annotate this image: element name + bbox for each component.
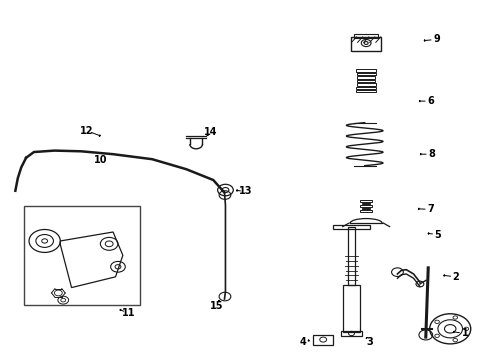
Text: 14: 14 xyxy=(204,127,218,136)
Bar xyxy=(357,80,375,82)
Bar xyxy=(356,90,376,93)
Text: 5: 5 xyxy=(435,230,441,239)
Bar xyxy=(357,83,375,86)
Bar xyxy=(343,285,360,332)
Bar xyxy=(351,37,381,50)
Text: 9: 9 xyxy=(433,35,440,44)
Bar xyxy=(360,210,372,212)
Bar xyxy=(333,225,370,229)
Bar xyxy=(360,200,372,202)
Bar xyxy=(341,331,362,336)
Bar xyxy=(362,208,370,210)
Text: 11: 11 xyxy=(122,309,135,318)
Text: 3: 3 xyxy=(366,337,373,347)
Text: 2: 2 xyxy=(453,272,460,282)
Bar xyxy=(356,69,376,72)
Text: 4: 4 xyxy=(299,337,306,347)
Bar xyxy=(348,227,355,285)
Text: 12: 12 xyxy=(79,126,93,135)
Bar xyxy=(356,86,376,89)
Bar xyxy=(24,206,141,305)
Bar xyxy=(354,34,378,38)
Bar xyxy=(357,73,375,75)
Text: 1: 1 xyxy=(462,328,468,338)
Bar xyxy=(362,203,370,204)
Text: 6: 6 xyxy=(427,96,434,106)
Bar xyxy=(357,76,375,78)
Bar xyxy=(314,335,333,345)
Text: 8: 8 xyxy=(428,149,435,159)
Text: 15: 15 xyxy=(210,301,223,311)
Bar xyxy=(360,205,372,207)
Text: 7: 7 xyxy=(427,204,434,215)
Text: 13: 13 xyxy=(239,186,253,197)
Text: 10: 10 xyxy=(94,155,108,165)
